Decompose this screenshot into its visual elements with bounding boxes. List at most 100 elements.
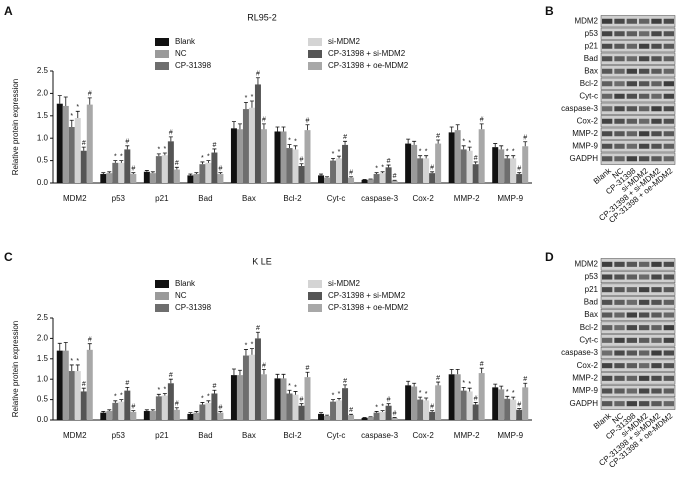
error-bar [517, 172, 522, 175]
chart-title: RL95-2 [247, 12, 277, 22]
error-bar [275, 126, 280, 132]
significance-mark: # [218, 166, 222, 173]
blot-band [626, 299, 637, 305]
blot-band [614, 312, 625, 318]
blot-band [639, 261, 650, 267]
error-bar [231, 121, 236, 129]
bar [423, 158, 430, 183]
bar [460, 149, 467, 183]
blot-band [651, 43, 662, 49]
blot-row-label: p21 [585, 41, 599, 50]
blot-band [614, 31, 625, 37]
blot-band [663, 261, 674, 267]
blot-row-label: Bax [584, 310, 598, 319]
error-bar [424, 397, 429, 401]
bar [217, 174, 224, 183]
bar [324, 177, 331, 183]
bar [435, 143, 442, 183]
error-bar [319, 412, 324, 414]
blot-band [663, 56, 674, 62]
blot-band [602, 337, 613, 343]
y-tick-label: 2.5 [37, 313, 49, 322]
bar [274, 378, 281, 420]
error-bar [212, 389, 217, 394]
blot-row-label: p21 [585, 285, 599, 294]
bar [187, 175, 194, 183]
significance-mark: * [70, 113, 73, 120]
error-bar [299, 403, 304, 406]
x-tick-label: Bad [198, 431, 212, 440]
significance-mark: * [332, 392, 335, 399]
blot-row-label: Bcl-2 [580, 323, 599, 332]
legend-swatch [308, 62, 322, 70]
blot-row-label: GADPH [570, 154, 599, 163]
bar [173, 169, 180, 183]
blot-band [639, 93, 650, 99]
bar [80, 150, 87, 183]
y-tick-label: 1.0 [37, 374, 49, 383]
legend-label: CP-31398 [175, 303, 212, 312]
blot-band [651, 18, 662, 24]
bar [112, 402, 119, 420]
blot-band [663, 68, 674, 74]
y-tick-label: 1.5 [37, 354, 49, 363]
bar [68, 127, 75, 183]
error-bar [144, 409, 149, 412]
significance-mark: # [131, 403, 135, 410]
blot-band [602, 274, 613, 280]
bar [187, 413, 194, 420]
legend-swatch [155, 292, 169, 300]
blot-band [614, 375, 625, 381]
bar [124, 390, 131, 420]
significance-mark: * [163, 386, 166, 393]
bar [130, 174, 137, 183]
significance-mark: # [474, 155, 478, 162]
significance-mark: * [76, 358, 79, 365]
bar [348, 177, 355, 183]
error-bar [75, 110, 80, 119]
blot-band [639, 68, 650, 74]
blot-band [602, 93, 613, 99]
blot-row-label: Bcl-2 [580, 79, 599, 88]
legend-label: CP-31398 + si-MDM2 [328, 49, 406, 58]
x-tick-label: caspase-3 [361, 194, 398, 203]
legend-label: CP-31398 + oe-MDM2 [328, 303, 409, 312]
blot-band [614, 287, 625, 293]
bar [466, 150, 473, 183]
error-bar [349, 413, 354, 416]
bar [478, 373, 485, 420]
error-bar [162, 152, 167, 156]
significance-mark: # [125, 139, 129, 146]
y-axis-label: Relative protein expression [11, 79, 20, 176]
bar [230, 375, 237, 420]
legend-swatch [155, 280, 169, 288]
blot-band [663, 118, 674, 124]
significance-mark: # [349, 170, 353, 177]
blot-band [651, 131, 662, 137]
bar [56, 103, 63, 183]
bar [405, 143, 412, 183]
error-bar [168, 378, 173, 384]
legend-label: si-MDM2 [328, 37, 361, 46]
error-bar [125, 145, 130, 150]
bar [118, 162, 125, 183]
significance-mark: # [212, 383, 216, 390]
error-bar [287, 389, 292, 394]
blot-row-label: MMP-9 [572, 141, 598, 150]
bar [498, 389, 505, 420]
legend-swatch [308, 292, 322, 300]
blot-band [602, 56, 613, 62]
blot-row-label: GADPH [570, 399, 599, 408]
bar [143, 171, 150, 183]
blot-band [639, 312, 650, 318]
blot-band [602, 287, 613, 293]
blot-band [626, 56, 637, 62]
blot-band [614, 274, 625, 280]
bar [199, 164, 206, 183]
bar [161, 395, 168, 420]
significance-mark: # [169, 372, 173, 379]
bar [298, 165, 305, 183]
blot-band [626, 43, 637, 49]
significance-mark: # [82, 140, 86, 147]
x-tick-label: Bad [198, 194, 212, 203]
